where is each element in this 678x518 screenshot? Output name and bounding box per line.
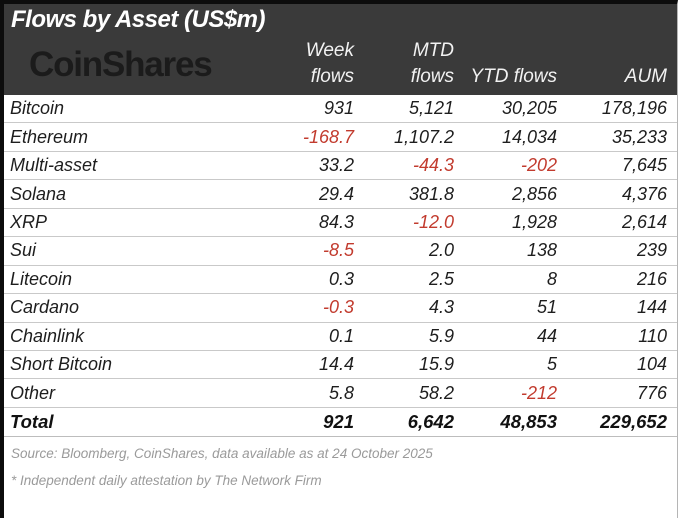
table-row: Sui -8.5 2.0 138 239 — [4, 237, 677, 266]
asset-name: Multi-asset — [10, 155, 98, 176]
ytd-flows-value: 8 — [546, 268, 557, 289]
asset-name: Other — [10, 382, 56, 403]
table-row: Ethereum -168.7 1,107.2 14,034 35,233 — [4, 123, 677, 152]
asset-name: Ethereum — [10, 126, 89, 147]
column-header-mtd-flows: MTD flows — [410, 40, 454, 87]
mtd-flows-value: -12.0 — [412, 211, 454, 232]
ytd-flows-value: 2,856 — [511, 183, 557, 204]
aum-value: 110 — [638, 325, 667, 346]
asset-name: Sui — [10, 240, 37, 261]
week-flows-value: 14.4 — [318, 354, 354, 375]
week-flows-value: 931 — [323, 98, 354, 119]
table-row: Short Bitcoin 14.4 15.9 5 104 — [4, 351, 677, 380]
ytd-flows-value: 14,034 — [501, 126, 557, 147]
week-flows-value: 0.1 — [328, 325, 354, 346]
week-flows-value: 29.4 — [318, 183, 354, 204]
asset-name: XRP — [10, 211, 48, 232]
week-flows-value: 33.2 — [318, 155, 354, 176]
table-row: Other 5.8 58.2 -212 776 — [4, 379, 677, 408]
week-flows-value: -168.7 — [302, 126, 354, 147]
column-header-aum: AUM — [624, 66, 667, 87]
week-flows-value: -8.5 — [322, 240, 354, 261]
total-mtd-flows: 6,642 — [407, 410, 454, 432]
asset-name: Bitcoin — [10, 98, 65, 119]
aum-value: 178,196 — [601, 98, 667, 119]
ytd-flows-value: 5 — [546, 354, 557, 375]
aum-value: 4,376 — [621, 183, 667, 204]
total-row: Total 921 6,642 48,853 229,652 — [4, 408, 677, 437]
aum-value: 7,645 — [621, 155, 667, 176]
mtd-flows-value: 381.8 — [408, 183, 454, 204]
total-aum: 229,652 — [600, 410, 667, 432]
mtd-flows-value: 58.2 — [418, 382, 454, 403]
aum-value: 104 — [636, 354, 667, 375]
total-week-flows: 921 — [323, 410, 354, 432]
column-header-ytd-flows: YTD flows — [470, 66, 557, 87]
table-row: XRP 84.3 -12.0 1,928 2,614 — [4, 209, 677, 238]
ytd-flows-value: 1,928 — [511, 211, 557, 232]
week-flows-value: 0.3 — [328, 268, 354, 289]
source-note: Source: Bloomberg, CoinShares, data avai… — [11, 445, 433, 461]
table-header-band: Flows by Asset (US$m) CoinShares Week fl… — [4, 4, 677, 95]
table-row: Cardano -0.3 4.3 51 144 — [4, 294, 677, 323]
asset-name: Chainlink — [10, 325, 85, 346]
ytd-flows-value: -212 — [520, 382, 557, 403]
mtd-flows-value: 5.9 — [428, 325, 454, 346]
attestation-footnote: * Independent daily attestation by The N… — [11, 472, 322, 488]
ytd-flows-value: 138 — [526, 240, 557, 261]
week-flows-value: -0.3 — [322, 297, 354, 318]
week-flows-value: 84.3 — [318, 211, 354, 232]
aum-value: 2,614 — [621, 211, 667, 232]
asset-name: Short Bitcoin — [10, 354, 113, 375]
table-row: Multi-asset 33.2 -44.3 -202 7,645 — [4, 152, 677, 181]
aum-value: 776 — [636, 382, 667, 403]
table-row: Solana 29.4 381.8 2,856 4,376 — [4, 180, 677, 209]
table-row: Chainlink 0.1 5.9 44 110 — [4, 323, 677, 351]
ytd-flows-value: 44 — [536, 325, 557, 346]
week-flows-value: 5.8 — [328, 382, 354, 403]
ytd-flows-value: 30,205 — [501, 98, 557, 119]
aum-value: 216 — [636, 268, 667, 289]
footer: Source: Bloomberg, CoinShares, data avai… — [4, 437, 677, 488]
ytd-flows-value: -202 — [520, 155, 557, 176]
total-ytd-flows: 48,853 — [500, 410, 557, 432]
table-row: Litecoin 0.3 2.5 8 216 — [4, 266, 677, 295]
asset-name: Litecoin — [10, 268, 73, 289]
table-row: Bitcoin 931 5,121 30,205 178,196 — [4, 95, 677, 124]
total-label: Total — [10, 410, 54, 432]
page-title: Flows by Asset (US$m) — [11, 6, 266, 33]
column-header-week-flows: Week flows — [305, 40, 354, 87]
coinshares-logo: CoinShares — [29, 45, 213, 84]
mtd-flows-value: 1,107.2 — [393, 126, 454, 147]
aum-value: 239 — [636, 240, 667, 261]
mtd-flows-value: 2.5 — [428, 268, 454, 289]
mtd-flows-value: 4.3 — [428, 297, 454, 318]
ytd-flows-value: 51 — [536, 297, 557, 318]
asset-name: Cardano — [10, 297, 80, 318]
mtd-flows-value: 15.9 — [418, 354, 454, 375]
mtd-flows-value: -44.3 — [412, 155, 454, 176]
aum-value: 35,233 — [611, 126, 667, 147]
aum-value: 144 — [636, 297, 667, 318]
column-headers: Week flows MTD flows YTD flows AUM — [4, 38, 677, 90]
mtd-flows-value: 2.0 — [428, 240, 454, 261]
asset-name: Solana — [10, 183, 67, 204]
table-body: Bitcoin 931 5,121 30,205 178,196 Ethereu… — [4, 95, 677, 437]
mtd-flows-value: 5,121 — [408, 98, 454, 119]
